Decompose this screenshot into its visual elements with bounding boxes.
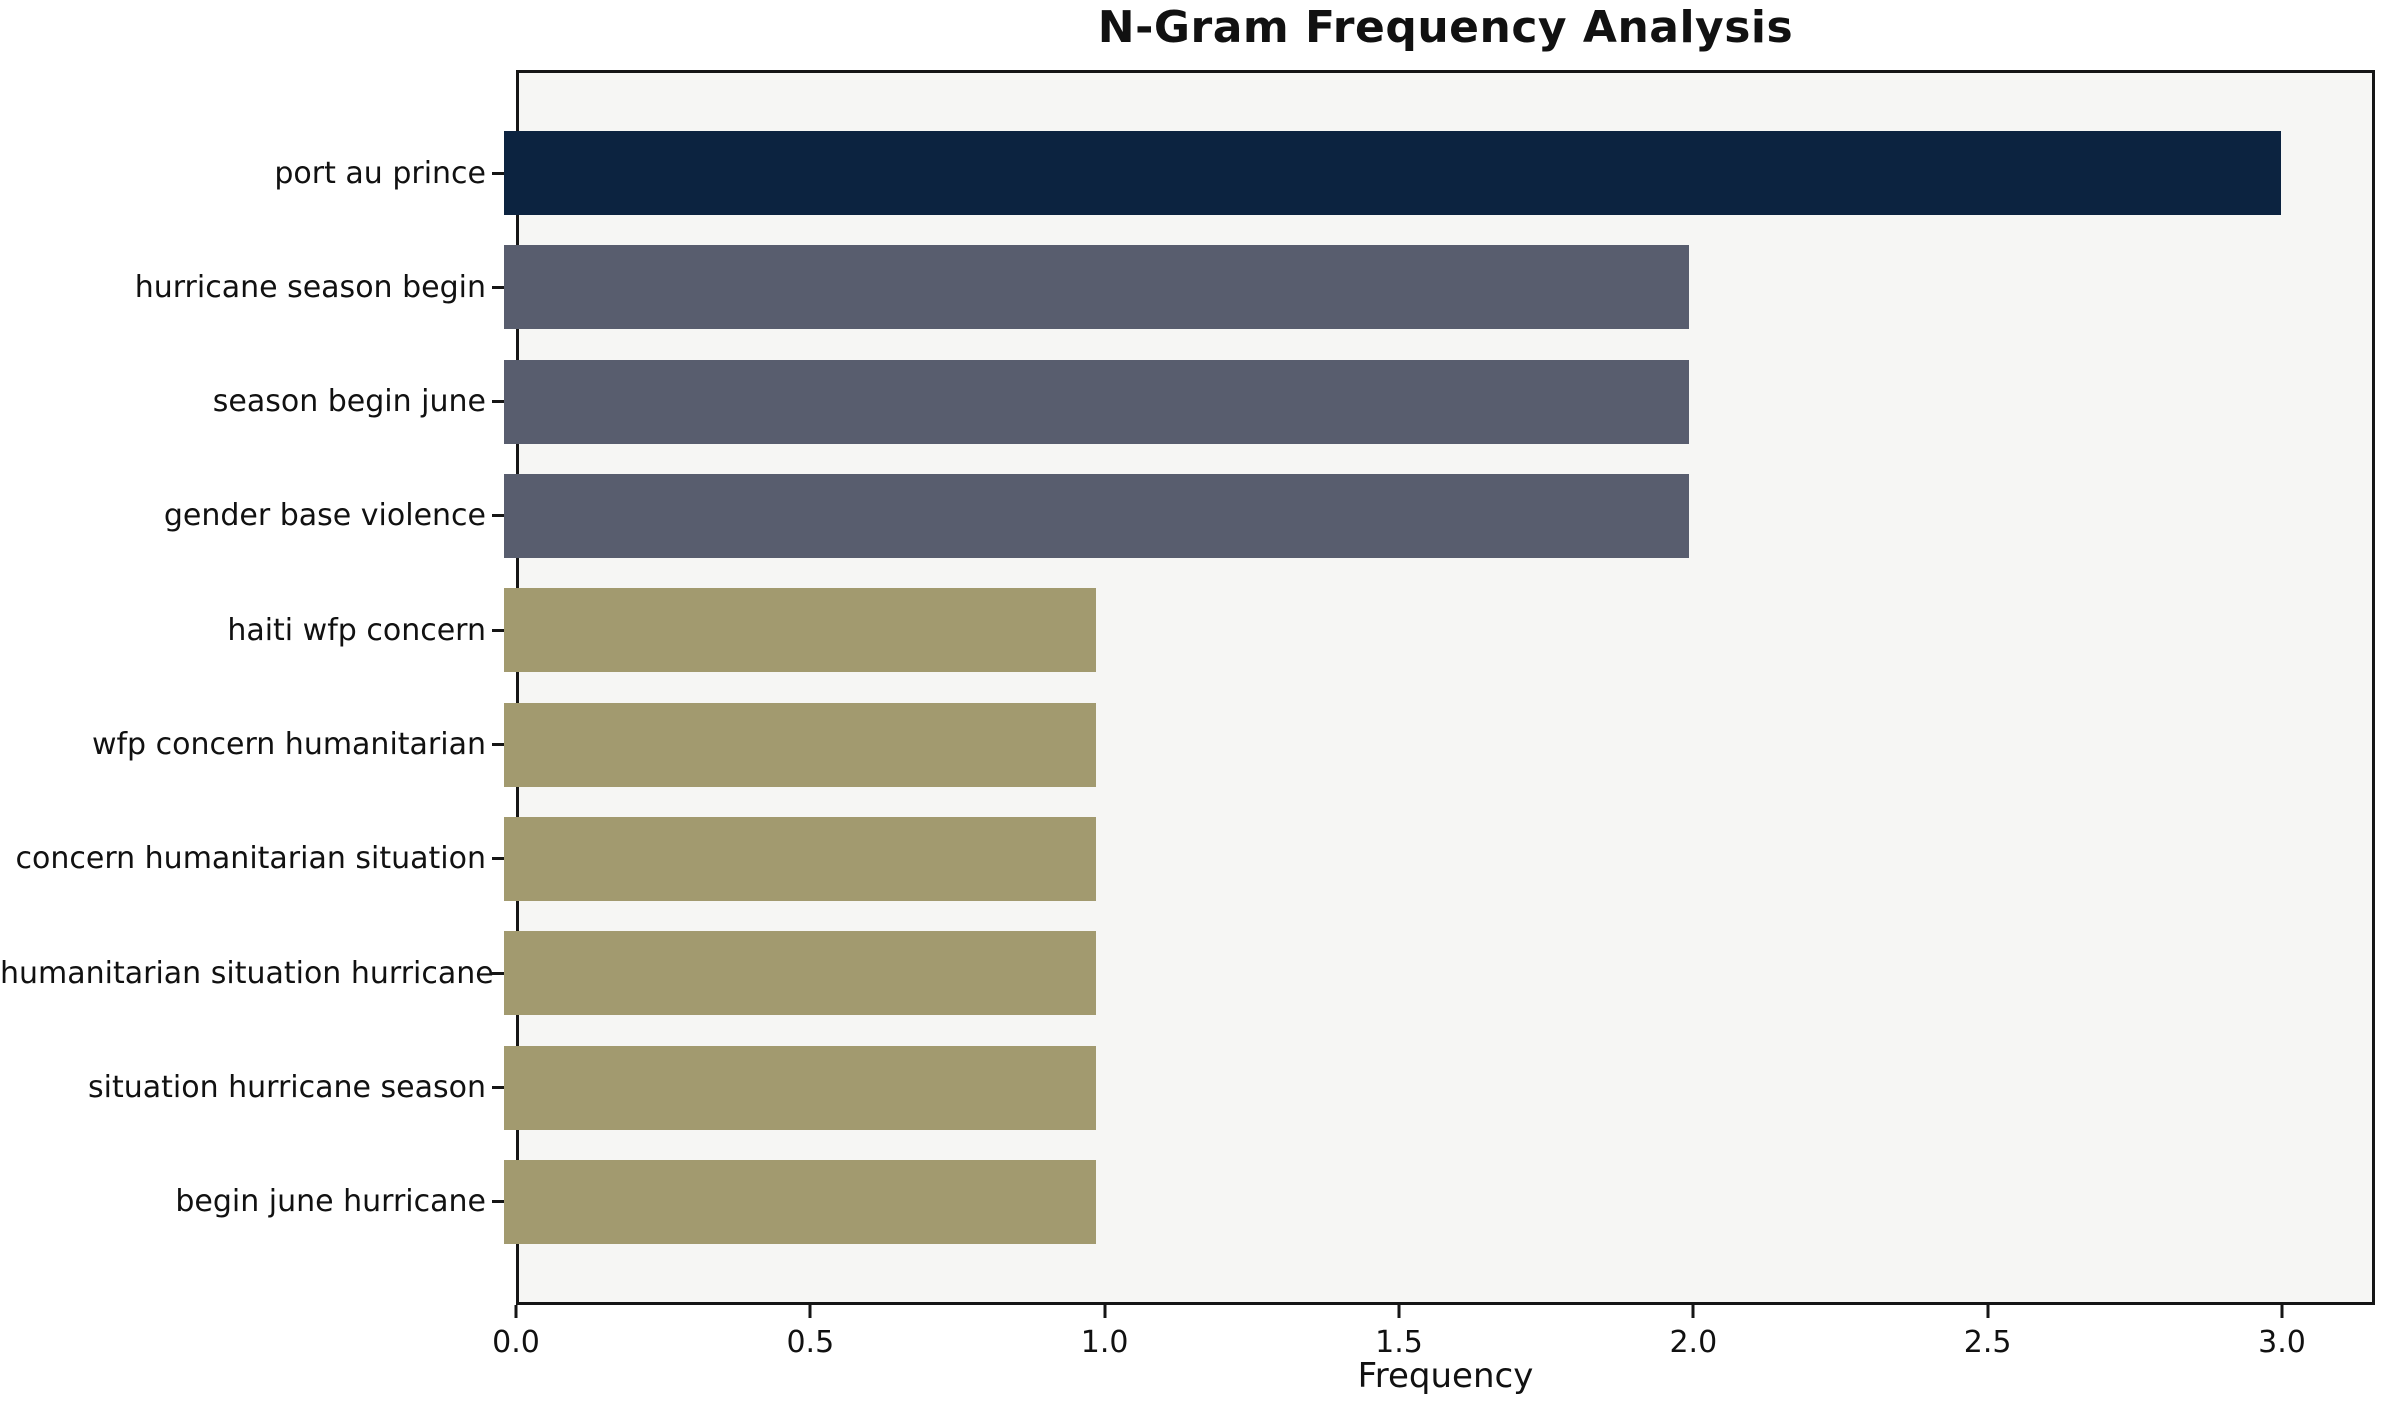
bar-track [504,345,2375,459]
y-tick-label: situation hurricane season [88,1070,486,1106]
y-tick-label: hurricane season begin [134,269,486,305]
bar-track [504,802,2375,916]
bar [504,816,1097,901]
x-tick-label: 2.5 [1963,1325,2012,1360]
x-axis-label: Frequency [1357,1356,1534,1396]
bar [504,1045,1097,1130]
y-tick-label: gender base violence [163,498,486,534]
bar [504,473,1689,558]
chart-body: port au prince hurricane season begin seas… [0,70,2393,1305]
bar-row: humanitarian situation hurricane [0,916,2375,1030]
y-tick-mark [492,857,504,861]
x-tick-mark [1691,1305,1695,1318]
x-tick-mark [1986,1305,1990,1318]
bar [504,131,2282,215]
y-tick-label: concern humanitarian situation [15,841,487,877]
y-tick-mark [492,1200,504,1204]
x-tick-mark [514,1305,518,1318]
x-tick-mark [1397,1305,1401,1318]
bar [504,931,1097,1016]
bar-row: concern humanitarian situation [0,802,2375,916]
x-tick-label: 0.0 [492,1325,540,1360]
x-tick-label: 3.0 [2258,1325,2306,1360]
bar-track [504,688,2375,802]
bar [504,1159,1097,1244]
y-tick-mark [492,1086,504,1090]
bar-track [504,916,2375,1030]
bar-track [504,116,2375,230]
bar-track [504,1145,2375,1259]
bar-track [504,1031,2375,1145]
x-tick-mark [808,1305,812,1318]
y-tick-label: haiti wfp concern [227,612,486,648]
x-tick-label: 1.5 [1375,1325,1423,1360]
bar-track [504,230,2375,344]
bar-row: situation hurricane season [0,1031,2375,1145]
chart-title: N-Gram Frequency Analysis [1097,2,1794,53]
x-tick-mark [2280,1305,2284,1318]
y-tick-mark [492,514,504,518]
y-tick-label: wfp concern humanitarian [91,727,486,763]
bar-row: begin june hurricane [0,1145,2375,1259]
x-tick-label: 0.5 [786,1325,835,1360]
bar-row: season begin june [0,345,2375,459]
y-tick-label: season begin june [212,384,486,420]
bar-row: wfp concern humanitarian [0,688,2375,802]
y-tick-mark [492,285,504,289]
y-tick-mark [492,171,504,175]
bar [504,245,1689,330]
y-tick-mark [492,628,504,632]
bar-rows-container: port au prince hurricane season begin seas… [0,70,2393,1305]
x-tick-label: 2.0 [1669,1325,1718,1360]
bar [504,588,1097,673]
y-tick-label: humanitarian situation hurricane [0,955,494,991]
bar-row: hurricane season begin [0,230,2375,344]
x-axis: 0.0 0.5 1.0 1.5 2.0 2.5 3.0 [492,1305,2375,1385]
x-tick-label: 1.0 [1080,1325,1129,1360]
y-tick-label: port au prince [274,155,486,191]
y-tick-label: begin june hurricane [175,1184,486,1220]
bar [504,702,1097,787]
y-tick-mark [492,743,504,747]
bar-row: gender base violence [0,459,2375,573]
y-tick-mark [492,971,504,975]
bar-row: port au prince [0,116,2375,230]
y-tick-mark [492,400,504,404]
bar [504,359,1689,444]
bar-track [504,459,2375,573]
bar-track [504,573,2375,687]
x-tick-mark [1103,1305,1107,1318]
bar-row: haiti wfp concern [0,573,2375,687]
